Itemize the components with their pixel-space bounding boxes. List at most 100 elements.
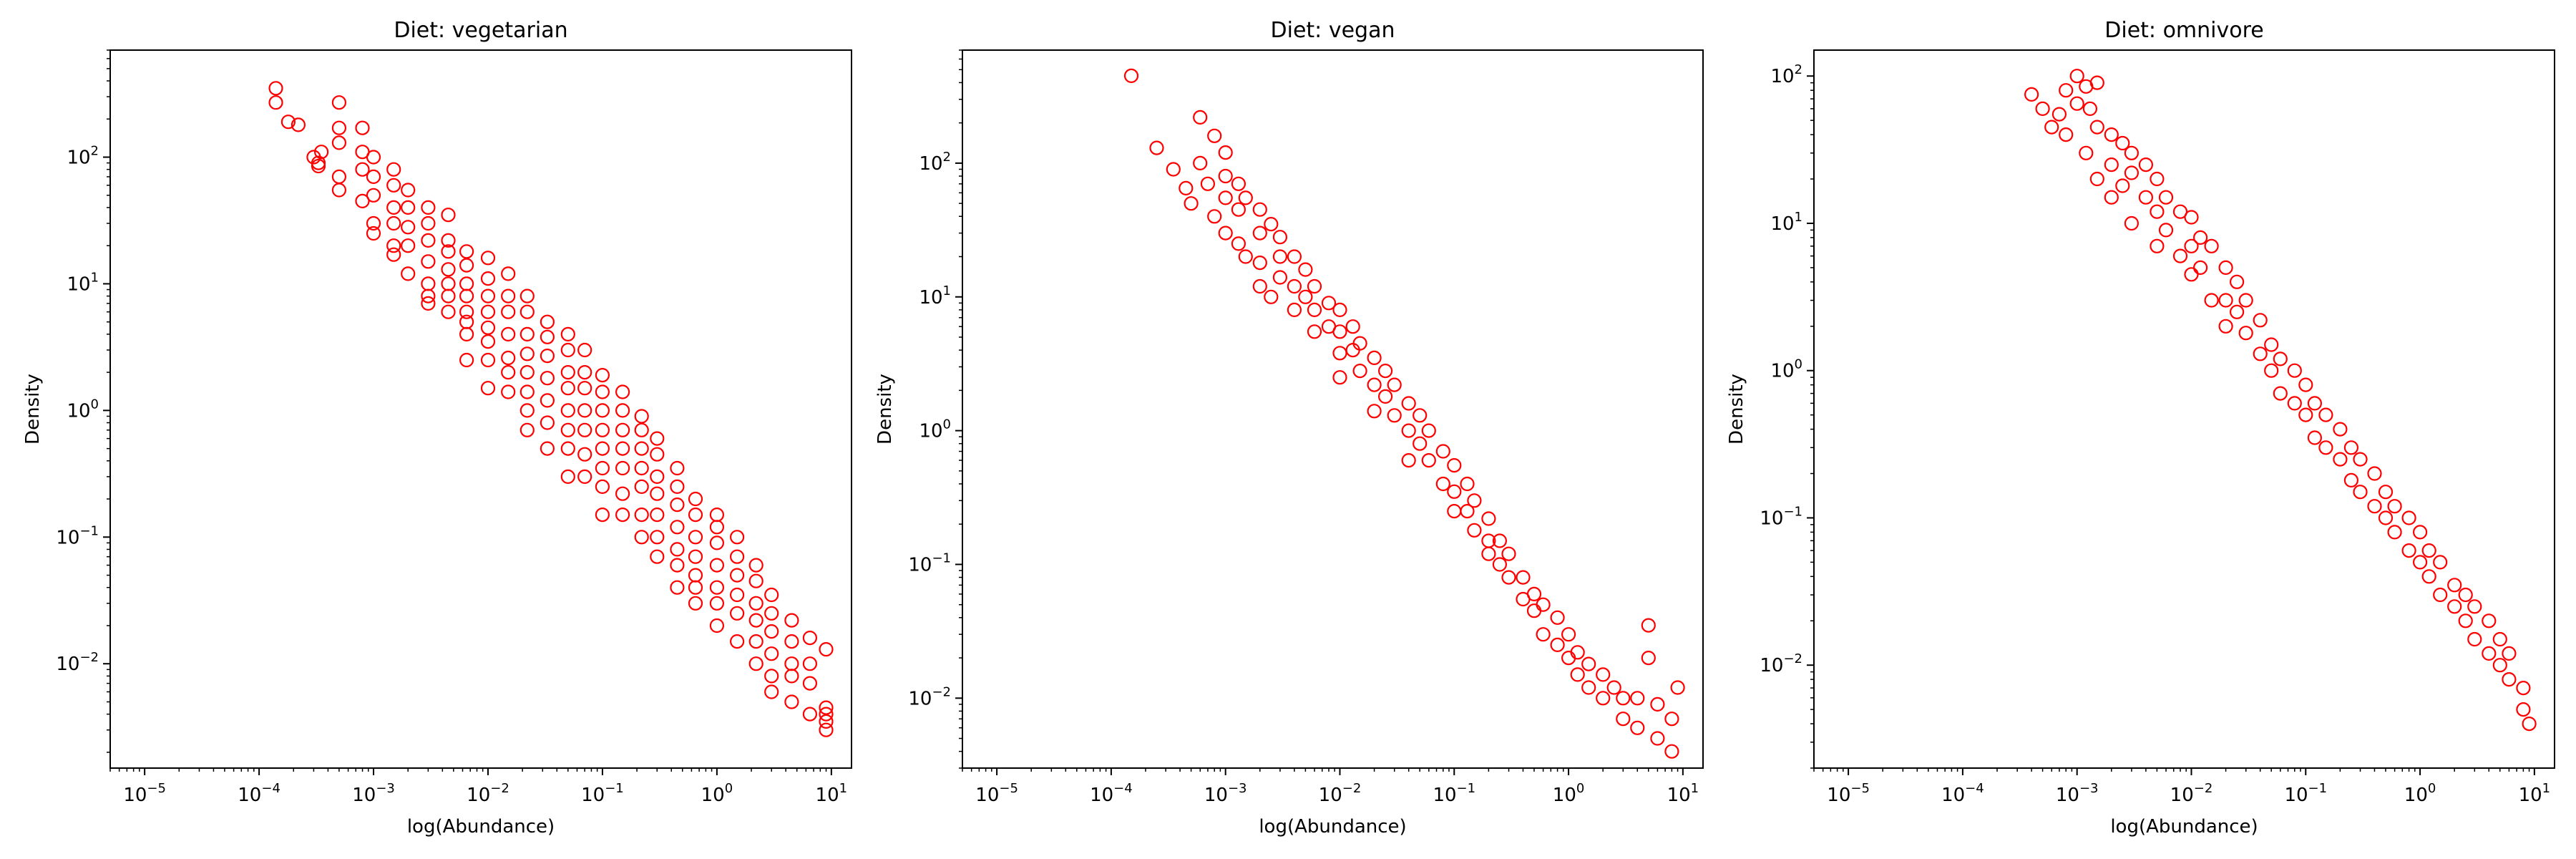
data-point [764, 606, 779, 621]
x-tick-label: 10−3 [1204, 781, 1247, 806]
data-point [1581, 656, 1596, 671]
data-point [1536, 597, 1551, 612]
data-point [1332, 324, 1347, 339]
data-point [441, 276, 456, 291]
x-axis-label: log(Abundance) [2110, 816, 2258, 838]
data-point [421, 215, 436, 231]
y-tick-label: 101 [1770, 210, 1802, 235]
scatter-points [2024, 69, 2537, 732]
data-point [2482, 646, 2497, 661]
data-point [2184, 210, 2199, 225]
data-point [386, 162, 401, 177]
data-point [1218, 190, 1233, 205]
x-axis-label: log(Abundance) [407, 816, 555, 838]
data-point [1332, 370, 1347, 385]
data-point [2204, 293, 2219, 308]
x-tick-label: 100 [2404, 781, 2436, 806]
data-point [2124, 215, 2139, 231]
data-point [2447, 578, 2462, 593]
data-point [2204, 238, 2219, 253]
data-point [366, 169, 381, 184]
data-point [2401, 510, 2416, 525]
data-point [1207, 128, 1222, 143]
data-point [650, 469, 665, 485]
x-tick-label: 10−4 [1941, 781, 1984, 806]
data-point [2079, 145, 2094, 160]
data-point [819, 700, 834, 715]
data-point [2273, 351, 2288, 367]
y-tick-label: 10−2 [1760, 651, 1802, 676]
data-point [2193, 230, 2208, 245]
data-point [311, 155, 326, 170]
subplot-3: 10−5 10−4 10−3 10−2 10−1 100 101 10−2 10−1 100 101… [1726, 18, 2555, 838]
data-point [1630, 720, 1645, 735]
data-point [2343, 472, 2358, 488]
data-point [577, 447, 592, 462]
data-point [2104, 157, 2119, 173]
data-point [519, 422, 535, 437]
data-point [1387, 408, 1402, 423]
data-point [459, 244, 474, 259]
data-point [2124, 145, 2139, 160]
data-point [366, 188, 381, 203]
data-point [1481, 511, 1496, 526]
y-axis-ticks: 10−2 10−1 100 101 102 [56, 49, 110, 753]
data-point [540, 371, 555, 386]
data-point [560, 422, 575, 437]
data-point [2413, 555, 2428, 570]
data-point [650, 486, 665, 501]
data-point [401, 200, 416, 215]
data-point [1272, 230, 1288, 245]
data-point [459, 276, 474, 291]
data-point [291, 117, 306, 132]
axes-frame [1813, 49, 2555, 769]
data-point [2413, 525, 2428, 540]
data-point [1287, 278, 1302, 294]
data-point [1231, 236, 1246, 251]
data-point [2158, 223, 2174, 238]
data-point [2421, 569, 2436, 584]
data-point [2516, 680, 2531, 696]
data-point [634, 409, 649, 424]
data-point [401, 183, 416, 198]
data-point [595, 460, 610, 476]
data-point [1401, 396, 1416, 411]
data-point [1596, 691, 1611, 706]
data-point [784, 656, 799, 671]
data-point [709, 558, 725, 573]
data-point [1596, 667, 1611, 682]
data-point [2184, 267, 2199, 282]
data-point [1630, 691, 1645, 706]
data-point [1501, 546, 1516, 561]
data-point [729, 549, 745, 564]
x-tick-label: 101 [1667, 781, 1699, 806]
data-point [314, 145, 329, 160]
data-point [1641, 618, 1656, 633]
data-point [1345, 343, 1360, 358]
data-point [1664, 712, 1679, 727]
data-point [1238, 249, 1253, 264]
data-point [2218, 260, 2233, 275]
data-point [634, 479, 649, 495]
data-point [1467, 493, 1482, 508]
data-point [634, 460, 649, 476]
data-point [401, 220, 416, 235]
data-point [1606, 680, 1621, 695]
data-point [1377, 389, 1393, 404]
data-point [519, 346, 535, 361]
data-point [2089, 171, 2104, 187]
data-point [709, 618, 725, 634]
data-point [2059, 127, 2074, 142]
data-point [2089, 75, 2104, 90]
data-point [688, 530, 703, 545]
data-point [650, 549, 665, 564]
x-tick-label: 10−4 [1090, 781, 1133, 806]
data-point [2353, 485, 2368, 500]
data-point [688, 549, 703, 564]
data-point [2378, 485, 2394, 500]
data-point [2343, 440, 2358, 455]
data-point [1481, 546, 1496, 561]
data-point [331, 169, 346, 184]
data-point [1641, 650, 1656, 666]
y-tick-label: 102 [67, 144, 99, 169]
